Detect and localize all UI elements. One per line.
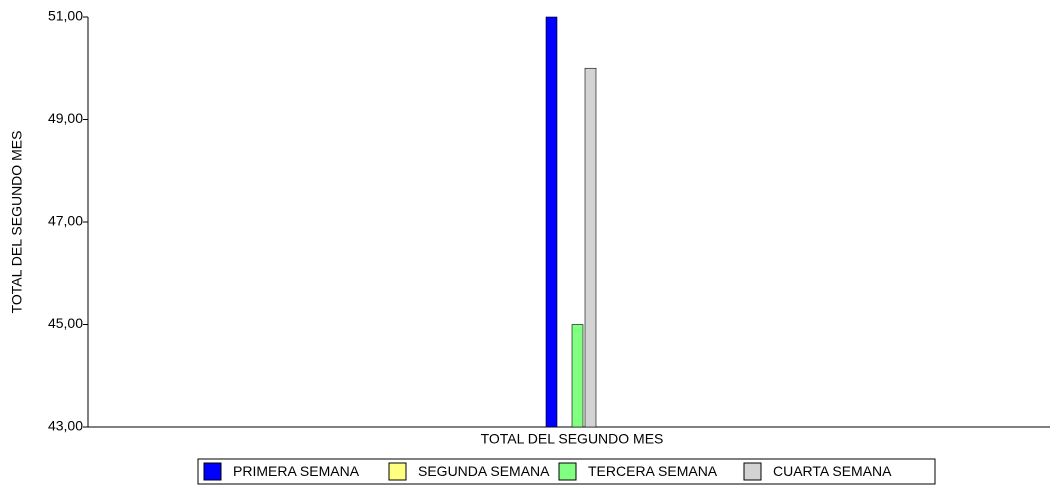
y-tick-label: 43,00 — [48, 418, 83, 434]
y-tick-label: 47,00 — [48, 213, 83, 229]
legend-swatch — [203, 462, 222, 481]
legend-label: CUARTA SEMANA — [773, 463, 892, 479]
y-tick-label: 49,00 — [48, 110, 83, 126]
y-tick-label: 45,00 — [48, 315, 83, 331]
y-tick-label: 51,00 — [48, 8, 83, 24]
legend-label: SEGUNDA SEMANA — [418, 463, 550, 479]
bar — [545, 16, 558, 428]
y-axis-label: TOTAL DEL SEGUNDO MES — [9, 131, 25, 314]
legend-label: TERCERA SEMANA — [588, 463, 718, 479]
legend-label: PRIMERA SEMANA — [233, 463, 360, 479]
legend-swatch — [388, 462, 407, 481]
bar — [584, 67, 597, 428]
bar — [571, 324, 584, 428]
legend-swatch — [743, 462, 762, 481]
legend-swatch — [558, 462, 577, 481]
x-tick-label: TOTAL DEL SEGUNDO MES — [481, 431, 664, 447]
